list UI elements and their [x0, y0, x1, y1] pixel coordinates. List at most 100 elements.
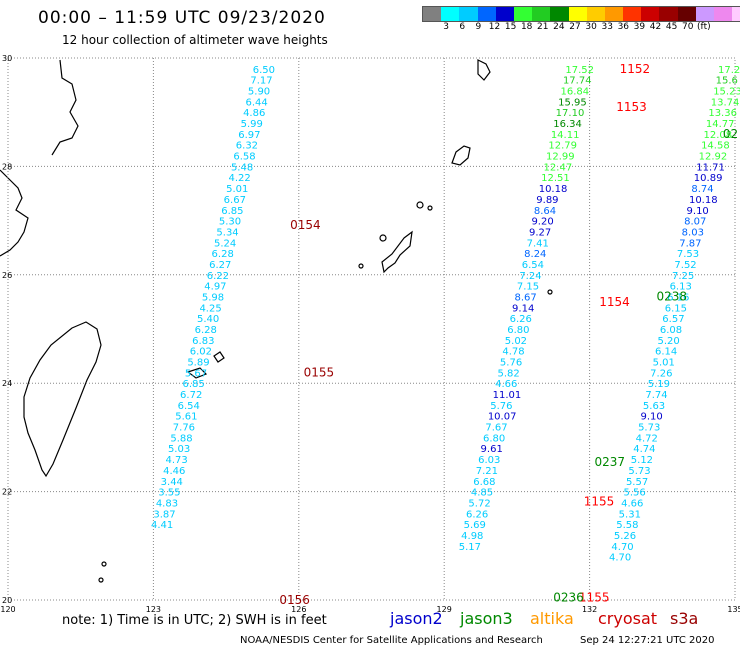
pass-time-label: 0236 [553, 590, 584, 604]
lon-tick-label: 120 [0, 605, 15, 614]
wave-height-label: 6.16 [667, 292, 689, 303]
wave-height-label: 5.12 [631, 455, 653, 466]
wave-height-label: 8.64 [534, 206, 556, 217]
wave-height-label: 12.08 [703, 130, 732, 141]
pass-time-label: 1152 [620, 62, 651, 76]
wave-height-label: 5.82 [498, 368, 520, 379]
color-scale-swatch [550, 7, 569, 21]
color-scale-label: 45 [665, 22, 678, 32]
map-subtitle: 12 hour collection of altimeter wave hei… [62, 33, 328, 47]
wave-height-label: 6.97 [238, 130, 260, 141]
pass-time-labels: 0154 0155 0156 1152 1153 1154 1155 1155 0238 0237… [279, 62, 738, 607]
wave-height-label: 4.70 [609, 553, 631, 564]
wave-height-label: 5.48 [231, 162, 253, 173]
coastline-island [98, 577, 104, 583]
wave-height-label: 7.53 [677, 249, 699, 260]
wave-height-label: 9.10 [687, 206, 709, 217]
wave-height-label: 7.15 [517, 282, 539, 293]
coastline-kyushu-south [477, 59, 491, 81]
wave-height-label: 5.57 [626, 477, 648, 488]
color-scale-swatch [659, 7, 678, 21]
wave-height-label: 5.61 [175, 412, 197, 423]
wave-height-label: 13.74 [711, 97, 740, 108]
lon-tick-label: 132 [582, 605, 597, 614]
coastline-amami [451, 145, 471, 166]
wave-height-label: 9.20 [531, 217, 553, 228]
credit-line: NOAA/NESDIS Center for Satellite Applica… [240, 635, 543, 646]
wave-height-label: 16.84 [561, 87, 590, 98]
lat-tick-label: 24 [2, 379, 12, 388]
wave-height-label: 9.61 [481, 444, 503, 455]
wave-height-label: 5.89 [187, 358, 209, 369]
wave-height-label: 7.25 [672, 271, 694, 282]
wave-height-label: 9.10 [640, 412, 662, 423]
wave-height-label: 15.6 [716, 76, 738, 87]
color-scale-swatch [714, 7, 733, 21]
color-scale-swatch [732, 7, 740, 21]
wave-height-label: 10.18 [689, 195, 718, 206]
coastline-china-north [51, 59, 79, 156]
wave-height-label: 6.68 [473, 477, 495, 488]
wave-height-label: 6.13 [670, 282, 692, 293]
color-scale-swatch [641, 7, 660, 21]
wave-height-label: 9.89 [536, 195, 558, 206]
wave-height-label: 6.50 [253, 65, 275, 76]
wave-height-label: 17.2 [718, 65, 740, 76]
wave-height-label: 5.88 [170, 433, 192, 444]
color-scale-label: 27 [569, 22, 581, 32]
lat-lon-grid [7, 57, 736, 601]
wave-height-label: 9.27 [529, 227, 551, 238]
wave-height-label: 6.54 [522, 260, 544, 271]
wave-height-label: 12.99 [546, 152, 575, 163]
wave-height-label: 7.26 [650, 368, 672, 379]
pass-time-label: 1155 [584, 494, 615, 508]
color-scale-label: 33 [601, 22, 613, 32]
wave-height-label: 5.30 [219, 217, 241, 228]
wave-height-label: 3.87 [153, 509, 175, 520]
wave-height-label: 4.22 [229, 173, 251, 184]
coastline-island [547, 289, 553, 295]
wave-height-label: 5.19 [648, 379, 670, 390]
wave-height-label: 6.15 [665, 303, 687, 314]
wave-height-label: 17.52 [565, 65, 594, 76]
wave-height-label: 5.03 [168, 444, 190, 455]
wave-height-label: 5.76 [490, 401, 512, 412]
color-scale-swatch [423, 7, 442, 21]
wave-height-label: 6.02 [190, 347, 212, 358]
wave-height-label: 12.92 [699, 152, 728, 163]
wave-height-label: 7.52 [674, 260, 696, 271]
wave-height-label: 9.14 [512, 303, 534, 314]
color-scale-label: 70 [682, 22, 694, 32]
wave-height-label: 5.76 [500, 358, 522, 369]
wave-height-label: 4.73 [166, 455, 188, 466]
color-scale-label: (ft) [697, 22, 711, 32]
wave-height-label: 5.20 [657, 336, 679, 347]
color-scale-label: 9 [475, 22, 482, 32]
wave-height-label: 5.24 [214, 238, 236, 249]
wave-height-label: 6.58 [233, 152, 255, 163]
wave-height-label: 4.66 [621, 498, 643, 509]
legend-altika: altika [530, 609, 574, 628]
wave-height-label: 8.74 [691, 184, 713, 195]
lat-tick-label: 22 [2, 488, 12, 497]
color-scale-label: 6 [459, 22, 466, 32]
coastline-island [416, 201, 424, 209]
wave-height-label: 6.22 [207, 271, 229, 282]
wave-height-label: 12.79 [548, 141, 577, 152]
color-scale-label: 21 [537, 22, 549, 32]
wave-height-label: 5.63 [643, 401, 665, 412]
created-timestamp: Sep 24 12:27:21 UTC 2020 [580, 635, 715, 646]
altimeter-tracks: 6.507.175.906.444.865.996.976.326.585.48… [151, 65, 740, 564]
lon-tick-label: 135 [727, 605, 740, 614]
legend-jason2: jason2 [390, 609, 443, 628]
legend-cryosat: cryosat [598, 609, 658, 628]
wave-height-label: 7.67 [485, 423, 507, 434]
color-scale-swatch [477, 7, 496, 21]
color-scale-swatch [495, 7, 514, 21]
wave-height-label: 3.55 [158, 488, 180, 499]
map-title: 00:00 – 11:59 UTC 09/23/2020 [38, 8, 326, 28]
wave-height-label: 5.40 [197, 314, 219, 325]
coastline-layer [0, 59, 553, 583]
